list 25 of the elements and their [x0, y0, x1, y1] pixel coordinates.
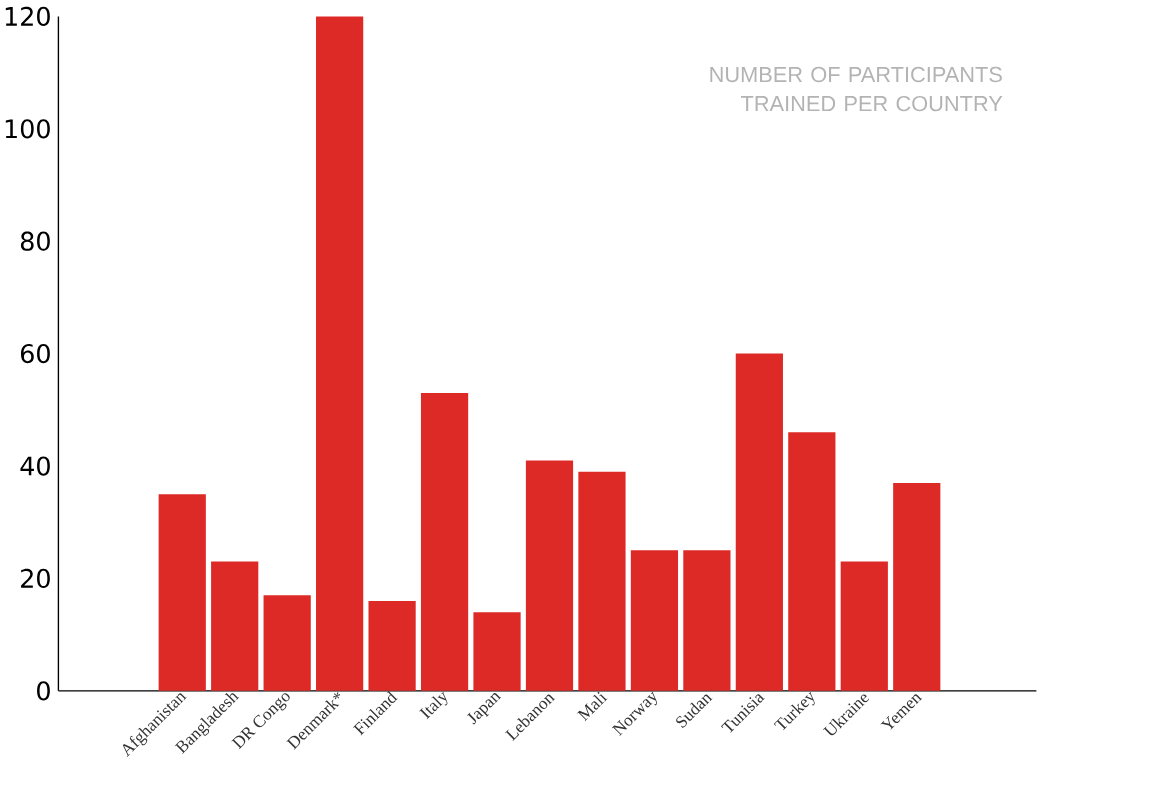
bar	[788, 432, 836, 692]
bar	[893, 483, 941, 692]
y-tick-label: 40	[20, 456, 50, 476]
y-tick-label: 0	[37, 681, 50, 701]
x-tick-label: Italy	[419, 691, 448, 720]
y-tick-label: 100	[5, 119, 50, 139]
text: NUMBER OF PARTICIPANTS TRAINED PER COUNTRY	[710, 66, 1003, 112]
bar	[840, 561, 888, 692]
bar	[578, 471, 626, 692]
bar	[683, 550, 731, 692]
y-tick-label: 120	[5, 6, 50, 27]
bar	[263, 595, 311, 692]
bar	[316, 16, 364, 692]
bar	[420, 393, 469, 692]
bar	[368, 601, 416, 692]
bar	[158, 494, 206, 692]
y-tick-label: 80	[20, 231, 50, 251]
y-tick-label: 20	[21, 568, 50, 589]
bar	[211, 561, 259, 692]
bar	[473, 612, 521, 692]
bar	[630, 550, 679, 692]
y-tick-label: 60	[20, 344, 50, 364]
x-tick-label: Mali	[577, 692, 608, 722]
bar	[525, 460, 574, 692]
bar	[735, 353, 783, 692]
